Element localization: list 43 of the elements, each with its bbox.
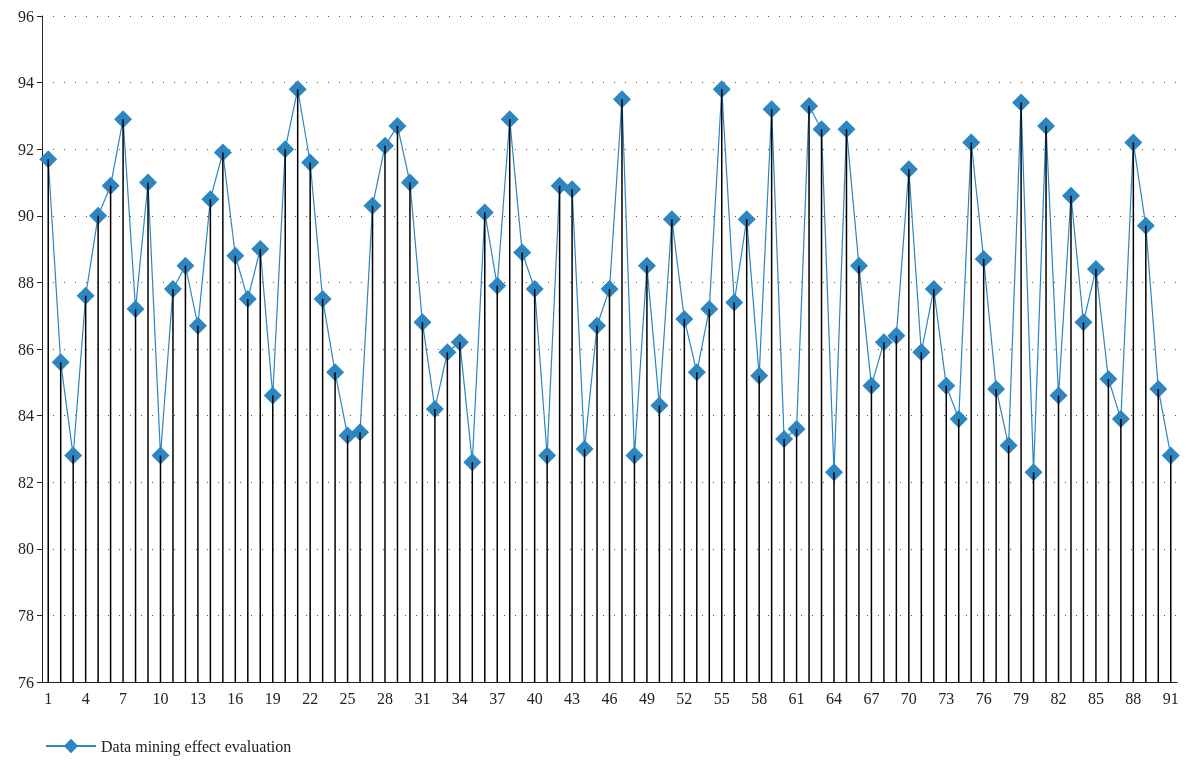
x-tick-label: 4	[81, 689, 90, 707]
legend-label: Data mining effect evaluation	[101, 737, 292, 756]
x-tick-label: 88	[1125, 689, 1142, 707]
x-tick-label: 52	[676, 689, 693, 707]
x-tick-label: 10	[152, 689, 169, 707]
x-tick-label: 40	[526, 689, 543, 707]
x-tick-label: 46	[601, 689, 618, 707]
y-tick-label: 76	[18, 673, 34, 691]
x-tick-label: 91	[1162, 689, 1179, 707]
y-tick-label: 94	[18, 74, 34, 92]
x-tick-label: 64	[826, 689, 843, 707]
x-tick-label: 13	[189, 689, 206, 707]
x-tick-label: 67	[863, 689, 880, 707]
x-tick-label: 79	[1013, 689, 1030, 707]
y-tick-label: 96	[18, 7, 34, 25]
x-tick-label: 55	[713, 689, 730, 707]
x-tick-label: 34	[451, 689, 468, 707]
x-tick-label: 16	[227, 689, 244, 707]
y-tick-label: 84	[18, 407, 34, 425]
y-tick-label: 88	[18, 273, 34, 291]
y-tick-label: 90	[18, 207, 34, 225]
y-tick-label: 92	[18, 140, 34, 158]
x-tick-label: 49	[638, 689, 655, 707]
x-tick-label: 37	[489, 689, 506, 707]
x-tick-label: 25	[339, 689, 356, 707]
x-tick-label: 28	[376, 689, 393, 707]
x-tick-label: 82	[1050, 689, 1067, 707]
y-tick-label: 86	[18, 340, 34, 358]
x-tick-label: 31	[414, 689, 431, 707]
y-tick-label: 80	[18, 540, 34, 558]
x-tick-label: 43	[564, 689, 581, 707]
x-tick-label: 73	[938, 689, 955, 707]
x-tick-label: 61	[788, 689, 805, 707]
y-tick-label: 82	[18, 473, 34, 491]
x-tick-label: 19	[264, 689, 281, 707]
x-tick-label: 76	[975, 689, 992, 707]
x-tick-label: 70	[900, 689, 917, 707]
x-tick-label: 1	[44, 689, 53, 707]
x-tick-label: 85	[1087, 689, 1104, 707]
x-tick-label: 58	[751, 689, 768, 707]
x-tick-label: 7	[119, 689, 128, 707]
y-tick-label: 78	[18, 606, 34, 624]
x-tick-label: 22	[302, 689, 319, 707]
